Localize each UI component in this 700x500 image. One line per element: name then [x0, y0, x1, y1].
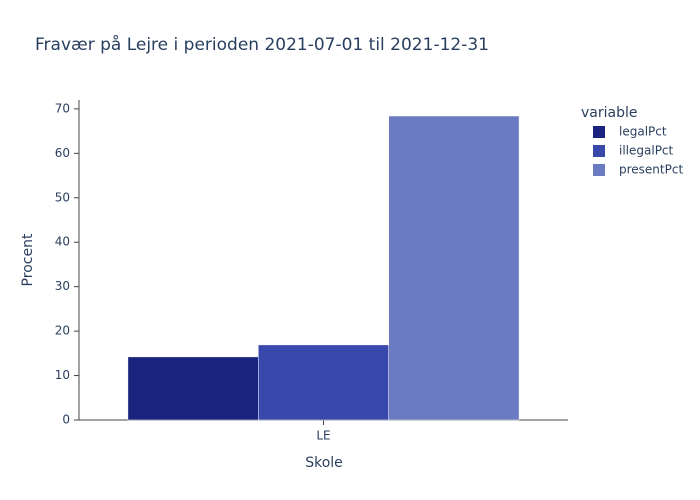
legend-label: presentPct — [619, 163, 683, 177]
bar — [258, 344, 389, 421]
y-tick-label: 40 — [55, 235, 70, 249]
y-tick-label: 70 — [55, 101, 70, 115]
y-tick-label: 10 — [55, 368, 70, 382]
legend-swatch — [593, 145, 605, 157]
x-tick-label: LE — [316, 429, 330, 443]
y-tick-label: 20 — [55, 324, 70, 338]
y-tick-label: 50 — [55, 190, 70, 204]
bar — [388, 115, 520, 421]
y-tick-label: 30 — [55, 279, 70, 293]
chart-title: Fravær på Lejre i perioden 2021-07-01 ti… — [35, 34, 489, 55]
legend-swatch — [593, 126, 605, 138]
legend-title: variable — [581, 105, 637, 121]
bar — [127, 356, 259, 421]
legend-label: illegalPct — [619, 144, 674, 158]
y-axis-title: Procent — [20, 233, 36, 286]
x-axis-title: Skole — [305, 455, 343, 471]
legend-label: legalPct — [619, 125, 667, 139]
y-tick-label: 0 — [62, 413, 70, 427]
legend-swatch — [593, 164, 605, 176]
y-tick-label: 60 — [55, 146, 70, 160]
